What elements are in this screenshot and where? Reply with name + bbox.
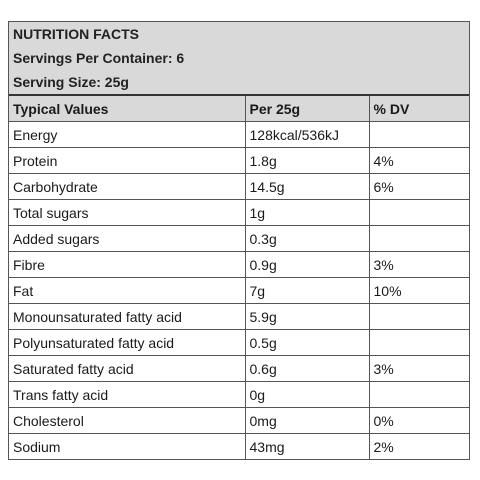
table-row: Saturated fatty acid 0.6g 3%: [9, 355, 469, 382]
table-row: Cholesterol 0mg 0%: [9, 407, 469, 434]
table-row: Protein 1.8g 4%: [9, 147, 469, 174]
nutrient-dv: [368, 225, 469, 252]
nutrient-dv: 0%: [368, 407, 469, 434]
nutrient-amount: 0.3g: [244, 225, 370, 252]
label-header: NUTRITION FACTS Servings Per Container: …: [9, 22, 469, 94]
nutrient-dv: [368, 121, 469, 148]
nutrition-table: Typical Values Per 25g % DV Energy 128kca…: [9, 94, 469, 459]
nutrient-name: Carbohydrate: [9, 173, 246, 200]
nutrient-name: Protein: [9, 147, 246, 174]
nutrient-name: Sodium: [9, 433, 246, 459]
nutrient-amount: 0.6g: [244, 355, 370, 382]
nutrient-dv: [368, 329, 469, 356]
nutrition-facts-label: NUTRITION FACTS Servings Per Container: …: [8, 21, 470, 460]
nutrient-name: Cholesterol: [9, 407, 246, 434]
nutrient-name: Fat: [9, 277, 246, 304]
nutrient-amount: 1.8g: [244, 147, 370, 174]
table-row: Fat 7g 10%: [9, 277, 469, 304]
nutrient-name: Energy: [9, 121, 246, 148]
table-row: Total sugars 1g: [9, 199, 469, 226]
servings-per-container: Servings Per Container: 6: [13, 50, 185, 66]
table-row: Fibre 0.9g 3%: [9, 251, 469, 278]
nutrient-amount: 1g: [244, 199, 370, 226]
table-header-row: Typical Values Per 25g % DV: [9, 94, 469, 122]
nutrient-dv: 6%: [368, 173, 469, 200]
nutrient-name: Added sugars: [9, 225, 246, 252]
nutrient-amount: 14.5g: [244, 173, 370, 200]
nutrient-name: Fibre: [9, 251, 246, 278]
nutrient-dv: 10%: [368, 277, 469, 304]
table-row: Energy 128kcal/536kJ: [9, 121, 469, 148]
nutrient-amount: 7g: [244, 277, 370, 304]
nutrient-name: Monounsaturated fatty acid: [9, 303, 246, 330]
nutrient-amount: 0.5g: [244, 329, 370, 356]
nutrient-amount: 0.9g: [244, 251, 370, 278]
nutrient-amount: 0mg: [244, 407, 370, 434]
table-row: Polyunsaturated fatty acid 0.5g: [9, 329, 469, 356]
column-header-dv: % DV: [368, 94, 469, 122]
nutrient-dv: [368, 381, 469, 408]
nutrient-name: Trans fatty acid: [9, 381, 246, 408]
nutrient-name: Total sugars: [9, 199, 246, 226]
table-row: Sodium 43mg 2%: [9, 433, 469, 459]
column-header-per-serving: Per 25g: [244, 94, 370, 122]
nutrient-amount: 128kcal/536kJ: [244, 121, 370, 148]
nutrient-dv: 3%: [368, 355, 469, 382]
nutrient-amount: 43mg: [244, 433, 370, 459]
nutrient-dv: [368, 303, 469, 330]
table-row: Carbohydrate 14.5g 6%: [9, 173, 469, 200]
nutrient-dv: 3%: [368, 251, 469, 278]
nutrient-dv: 2%: [368, 433, 469, 459]
column-header-typical-values: Typical Values: [9, 94, 246, 122]
table-row: Trans fatty acid 0g: [9, 381, 469, 408]
table-row: Added sugars 0.3g: [9, 225, 469, 252]
serving-size: Serving Size: 25g: [13, 74, 129, 90]
nutrient-name: Saturated fatty acid: [9, 355, 246, 382]
nutrient-amount: 0g: [244, 381, 370, 408]
table-row: Monounsaturated fatty acid 5.9g: [9, 303, 469, 330]
nutrient-dv: [368, 199, 469, 226]
nutrient-dv: 4%: [368, 147, 469, 174]
nutrient-amount: 5.9g: [244, 303, 370, 330]
nutrient-name: Polyunsaturated fatty acid: [9, 329, 246, 356]
label-title: NUTRITION FACTS: [13, 26, 139, 42]
